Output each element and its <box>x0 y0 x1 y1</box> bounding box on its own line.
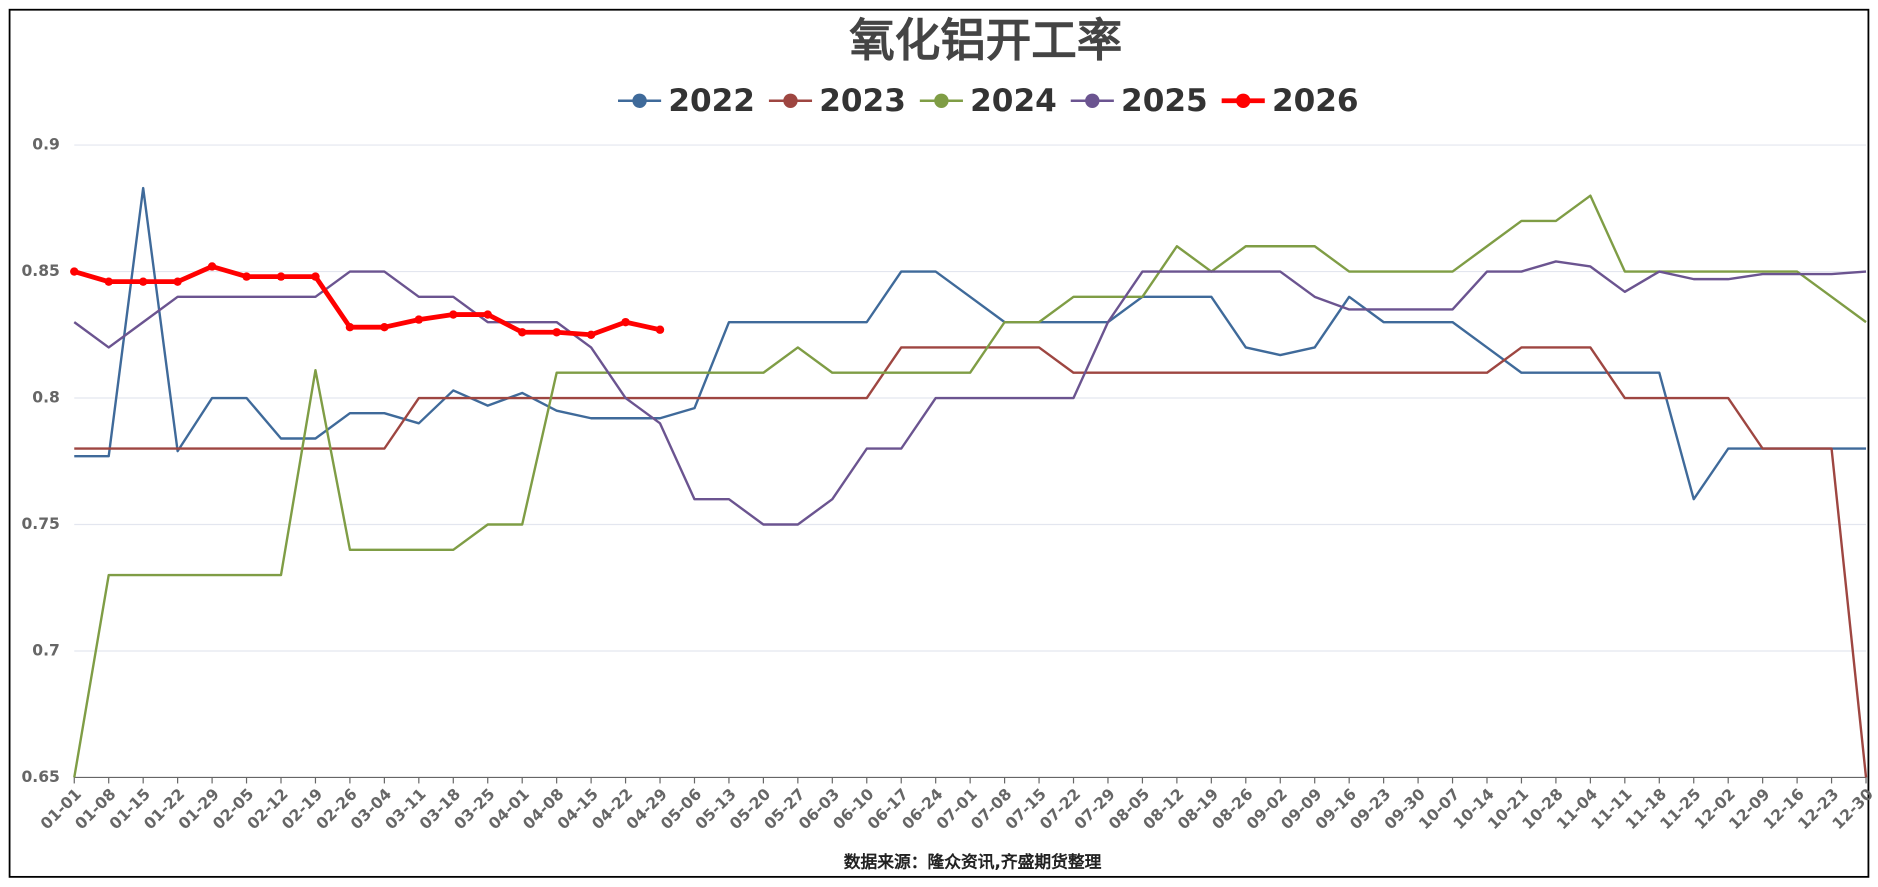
series-point <box>276 272 286 281</box>
series-point <box>345 323 355 332</box>
series-point <box>242 272 251 281</box>
series-line <box>73 264 661 338</box>
series-point <box>207 262 217 271</box>
legend-label: 2024 <box>970 83 1057 119</box>
series-line <box>73 260 1867 526</box>
series-point <box>518 328 527 337</box>
legend-marker <box>1236 93 1251 108</box>
y-tick-label: 0.65 <box>21 768 59 786</box>
series-line <box>74 186 1867 501</box>
series-point <box>70 267 79 276</box>
series-point <box>586 330 596 339</box>
series-point <box>552 328 561 337</box>
y-tick-label: 0.7 <box>32 641 60 659</box>
chart-title: 氧化铝开工率 <box>849 14 1122 67</box>
legend-marker <box>632 93 647 108</box>
series-point <box>449 310 458 319</box>
y-tick-label: 0.85 <box>21 262 59 280</box>
legend-label: 2023 <box>819 83 906 119</box>
series-line <box>73 194 1867 778</box>
legend-marker <box>783 93 798 108</box>
series-point <box>104 277 113 286</box>
frame <box>8 8 1870 878</box>
y-tick-label: 0.75 <box>21 515 59 533</box>
source-note: 数据来源：隆众资讯,齐盛期货整理 <box>844 851 1102 871</box>
series-point <box>414 315 424 324</box>
series-point <box>621 317 630 327</box>
legend-label: 2025 <box>1121 83 1208 119</box>
series-point <box>483 310 492 319</box>
series-point <box>173 277 182 286</box>
series-point <box>655 325 665 334</box>
series-line <box>74 346 1868 778</box>
series-point <box>380 323 389 332</box>
legend-marker <box>1085 93 1100 108</box>
y-tick-label: 0.8 <box>32 389 60 407</box>
series-point <box>311 272 320 281</box>
series-point <box>138 277 148 286</box>
y-tick-label: 0.9 <box>32 136 60 154</box>
legend-label: 2022 <box>668 83 755 119</box>
legend-marker <box>934 93 949 108</box>
legend-label: 2026 <box>1272 83 1359 119</box>
